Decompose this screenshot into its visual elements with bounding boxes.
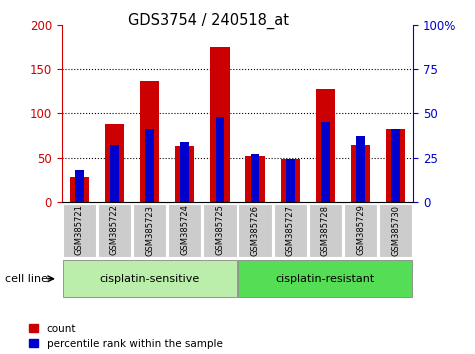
Text: GSM385728: GSM385728 [321, 205, 330, 256]
Text: GSM385727: GSM385727 [286, 205, 294, 256]
Text: GSM385725: GSM385725 [216, 205, 224, 256]
Bar [105, 124, 124, 202]
Text: GSM385724: GSM385724 [180, 205, 189, 256]
Text: GSM385729: GSM385729 [356, 205, 365, 256]
Bar [351, 145, 370, 202]
Bar [145, 129, 154, 202]
Bar [180, 142, 189, 202]
Legend: count, percentile rank within the sample: count, percentile rank within the sample [29, 324, 223, 349]
Bar [246, 156, 265, 202]
Text: GSM385721: GSM385721 [75, 205, 84, 256]
Bar [391, 129, 400, 202]
Text: cell line: cell line [5, 274, 48, 284]
Text: GSM385726: GSM385726 [251, 205, 259, 256]
Text: GSM385722: GSM385722 [110, 205, 119, 256]
Text: cisplatin-sensitive: cisplatin-sensitive [99, 274, 200, 284]
Bar [321, 122, 330, 202]
Bar [75, 170, 84, 202]
Bar [251, 154, 259, 202]
Bar [386, 129, 405, 202]
Bar [210, 47, 229, 202]
Bar [356, 136, 365, 202]
Text: cisplatin-resistant: cisplatin-resistant [276, 274, 375, 284]
Bar [216, 117, 224, 202]
Bar [316, 88, 335, 202]
Bar [110, 145, 119, 202]
Bar [286, 159, 294, 202]
Bar [70, 177, 89, 202]
Text: GSM385730: GSM385730 [391, 205, 400, 256]
Text: GSM385723: GSM385723 [145, 205, 154, 256]
Text: GDS3754 / 240518_at: GDS3754 / 240518_at [129, 12, 289, 29]
Bar [140, 81, 159, 202]
Bar [281, 159, 300, 202]
Bar [175, 146, 194, 202]
